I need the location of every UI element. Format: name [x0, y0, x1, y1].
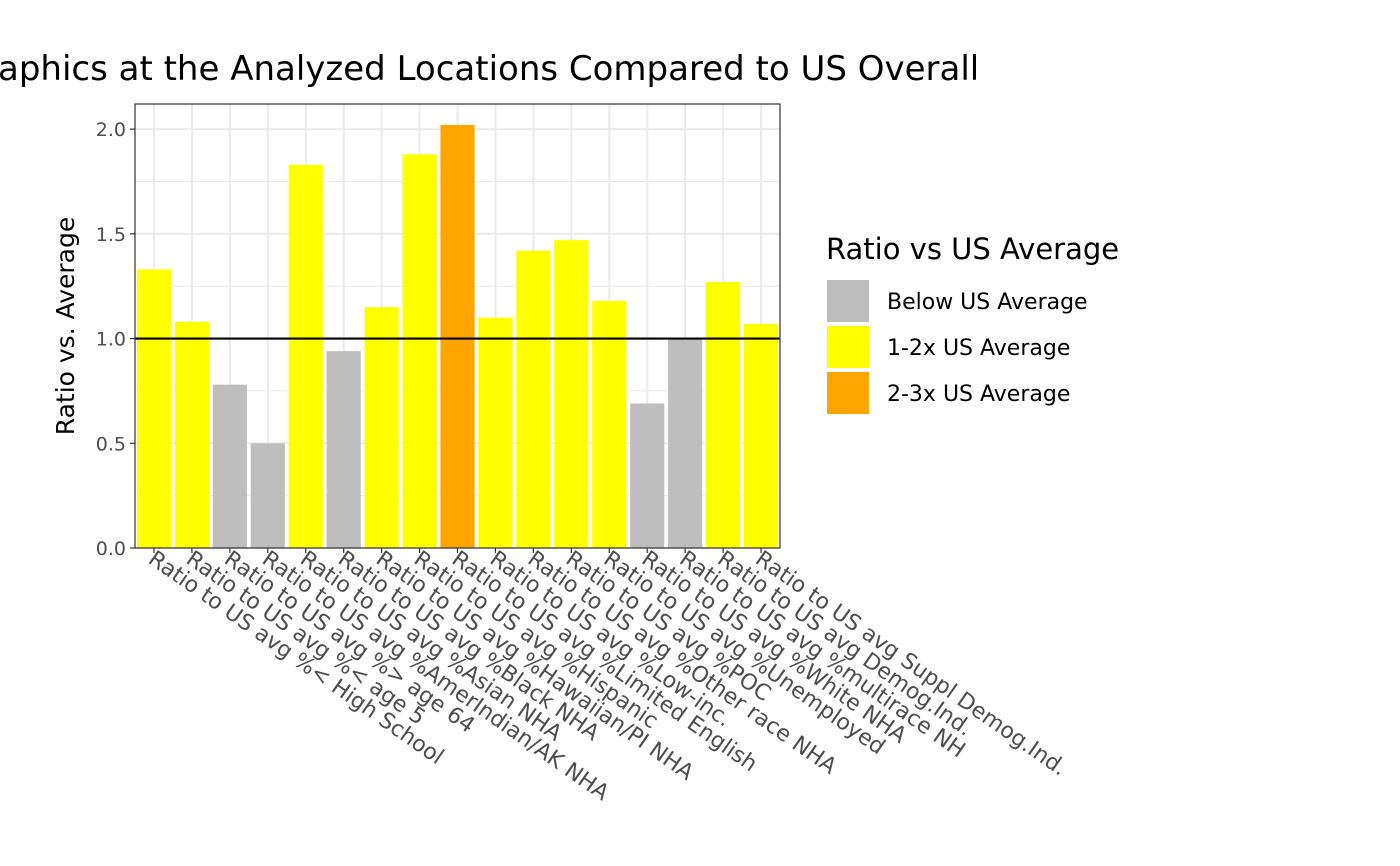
bar [554, 240, 589, 548]
bar [478, 317, 513, 548]
legend-label: 1-2x US Average [887, 336, 1070, 361]
bar [250, 443, 285, 548]
bar [326, 351, 361, 548]
bar [288, 164, 323, 549]
bar [212, 384, 247, 548]
y-axis-title: Ratio vs. Average [51, 217, 80, 436]
legend-swatch [827, 280, 869, 322]
bar [174, 321, 209, 548]
bar [136, 269, 172, 548]
y-tick-label: 2.0 [96, 119, 126, 141]
legend-swatch [827, 372, 869, 414]
bar [364, 307, 399, 548]
bar [743, 323, 779, 548]
bar [440, 124, 475, 549]
y-tick-label: 1.5 [96, 224, 126, 246]
bar [668, 338, 703, 548]
y-tick-label: 1.0 [96, 329, 126, 351]
bar [592, 300, 627, 548]
legend-label: Below US Average [887, 290, 1088, 315]
bar [706, 282, 741, 548]
legend-swatch [827, 326, 869, 368]
legend-title: Ratio vs US Average [826, 232, 1119, 266]
legend-label: 2-3x US Average [887, 382, 1070, 407]
legend: Ratio vs US Average Below US Average 1-2x… [826, 232, 1119, 414]
bars [136, 124, 779, 549]
bar [630, 403, 665, 548]
y-tick-label: 0.0 [96, 538, 126, 560]
bar [402, 154, 437, 548]
bar [516, 250, 551, 549]
y-tick-label: 0.5 [96, 433, 126, 455]
chart-title: aphics at the Analyzed Locations Compare… [0, 49, 979, 89]
y-axis: 0.0 0.5 1.0 1.5 2.0 [96, 119, 135, 560]
